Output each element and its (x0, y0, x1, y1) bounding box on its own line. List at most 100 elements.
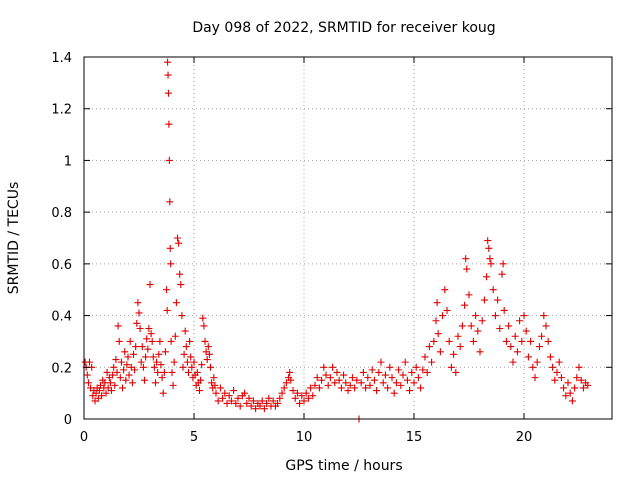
data-point (153, 358, 161, 366)
data-point (211, 381, 219, 389)
data-point (190, 358, 198, 366)
y-tick-label: 0 (64, 413, 72, 428)
data-point (165, 120, 173, 128)
data-point (136, 325, 144, 332)
data-point (171, 332, 179, 340)
data-point (518, 337, 526, 345)
data-point (408, 368, 416, 376)
data-point (414, 374, 422, 382)
data-point (146, 281, 154, 289)
data-point (456, 343, 464, 351)
data-point (241, 389, 249, 397)
data-point (106, 379, 114, 387)
data-point (362, 384, 370, 392)
data-point (170, 358, 178, 366)
data-point (245, 394, 253, 402)
data-point (197, 376, 205, 384)
data-point (390, 389, 398, 397)
data-point (304, 394, 312, 402)
data-point (126, 337, 134, 345)
y-tick-label: 1 (64, 154, 72, 169)
data-point (236, 402, 244, 410)
data-point (324, 381, 332, 389)
data-point (403, 376, 411, 384)
data-point (379, 379, 387, 387)
data-point (156, 337, 164, 345)
data-point (584, 381, 592, 389)
data-point (433, 299, 441, 307)
data-point (491, 312, 499, 320)
data-point (575, 363, 583, 371)
data-point (443, 306, 451, 314)
data-point (342, 379, 350, 387)
data-point (551, 376, 559, 384)
data-point (155, 350, 163, 358)
data-point (452, 368, 460, 376)
data-point (260, 405, 268, 413)
data-point (544, 337, 552, 345)
data-point (263, 399, 271, 407)
data-point (566, 389, 574, 397)
data-point (296, 399, 304, 407)
data-point (113, 368, 121, 376)
data-point (463, 265, 471, 273)
data-point (181, 327, 189, 335)
data-point (164, 89, 172, 97)
data-point (176, 270, 184, 278)
data-point (221, 389, 229, 397)
data-point (533, 358, 541, 366)
data-point (148, 337, 156, 345)
data-point (109, 371, 117, 379)
data-point (95, 387, 103, 395)
data-point (388, 374, 396, 382)
data-point (169, 381, 177, 389)
data-point (134, 299, 142, 307)
data-point (412, 363, 420, 371)
data-point (102, 389, 110, 397)
data-point (309, 392, 317, 400)
data-point (474, 327, 482, 335)
data-point (282, 379, 290, 387)
data-point (498, 270, 506, 278)
data-point (178, 312, 186, 320)
data-point (243, 399, 251, 407)
data-point (287, 376, 295, 384)
data-point (121, 348, 129, 356)
data-point (467, 322, 475, 330)
data-point (337, 384, 345, 392)
data-point (564, 379, 572, 387)
data-point (216, 384, 224, 392)
data-point (234, 394, 242, 402)
data-point (315, 384, 323, 392)
data-point (489, 286, 497, 294)
data-point (351, 384, 359, 392)
data-point (86, 358, 93, 366)
data-point (161, 348, 169, 356)
plot-frame (83, 56, 613, 420)
data-point (167, 337, 175, 345)
y-tick-label: 0.2 (51, 361, 72, 376)
data-point (164, 58, 172, 66)
x-tick-label: 0 (80, 430, 88, 445)
y-axis-label: SRMTID / TECUs (6, 182, 22, 295)
data-point (366, 381, 374, 389)
data-point (145, 325, 153, 332)
data-point (401, 358, 409, 366)
data-point (298, 392, 306, 400)
data-point (159, 389, 167, 397)
data-point (150, 363, 158, 371)
data-point (462, 255, 470, 263)
data-point (182, 343, 190, 351)
data-point (147, 330, 155, 338)
data-point (205, 350, 213, 358)
data-point (269, 397, 277, 405)
data-point (318, 376, 326, 384)
data-point (322, 371, 330, 379)
data-point (496, 325, 504, 332)
data-point (399, 371, 407, 379)
y-tick-labels: 0 0.2 0.4 0.6 0.8 1 1.2 1.4 (51, 51, 72, 428)
data-point (286, 368, 294, 376)
data-point (486, 255, 494, 263)
data-point (535, 343, 543, 351)
data-point (500, 306, 508, 314)
